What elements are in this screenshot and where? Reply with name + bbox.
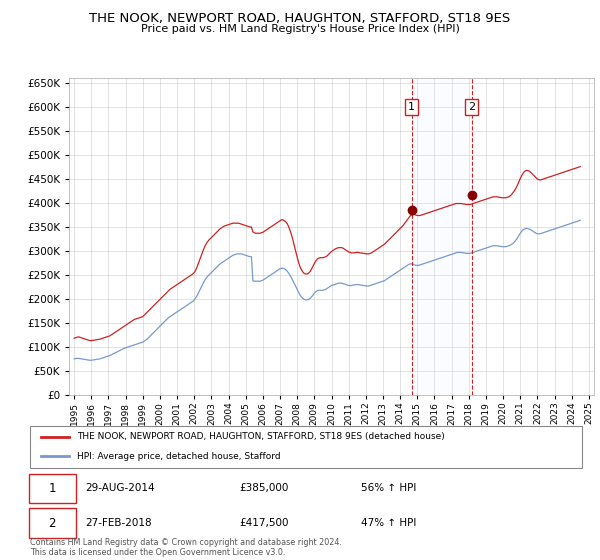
Text: 2: 2: [468, 102, 475, 112]
Text: THE NOOK, NEWPORT ROAD, HAUGHTON, STAFFORD, ST18 9ES (detached house): THE NOOK, NEWPORT ROAD, HAUGHTON, STAFFO…: [77, 432, 445, 441]
Text: 56% ↑ HPI: 56% ↑ HPI: [361, 483, 416, 493]
Text: 27-FEB-2018: 27-FEB-2018: [85, 518, 152, 528]
Text: 1: 1: [49, 482, 56, 495]
FancyBboxPatch shape: [29, 474, 76, 503]
Text: 2: 2: [49, 517, 56, 530]
Text: HPI: Average price, detached house, Stafford: HPI: Average price, detached house, Staf…: [77, 452, 281, 461]
Text: £385,000: £385,000: [240, 483, 289, 493]
Text: THE NOOK, NEWPORT ROAD, HAUGHTON, STAFFORD, ST18 9ES: THE NOOK, NEWPORT ROAD, HAUGHTON, STAFFO…: [89, 12, 511, 25]
Text: Contains HM Land Registry data © Crown copyright and database right 2024.
This d: Contains HM Land Registry data © Crown c…: [30, 538, 342, 557]
FancyBboxPatch shape: [29, 508, 76, 538]
Bar: [412, 78, 472, 395]
FancyBboxPatch shape: [30, 426, 582, 468]
Text: 29-AUG-2014: 29-AUG-2014: [85, 483, 155, 493]
Text: Price paid vs. HM Land Registry's House Price Index (HPI): Price paid vs. HM Land Registry's House …: [140, 24, 460, 34]
Text: £417,500: £417,500: [240, 518, 289, 528]
Text: 1: 1: [408, 102, 415, 112]
Text: 47% ↑ HPI: 47% ↑ HPI: [361, 518, 416, 528]
